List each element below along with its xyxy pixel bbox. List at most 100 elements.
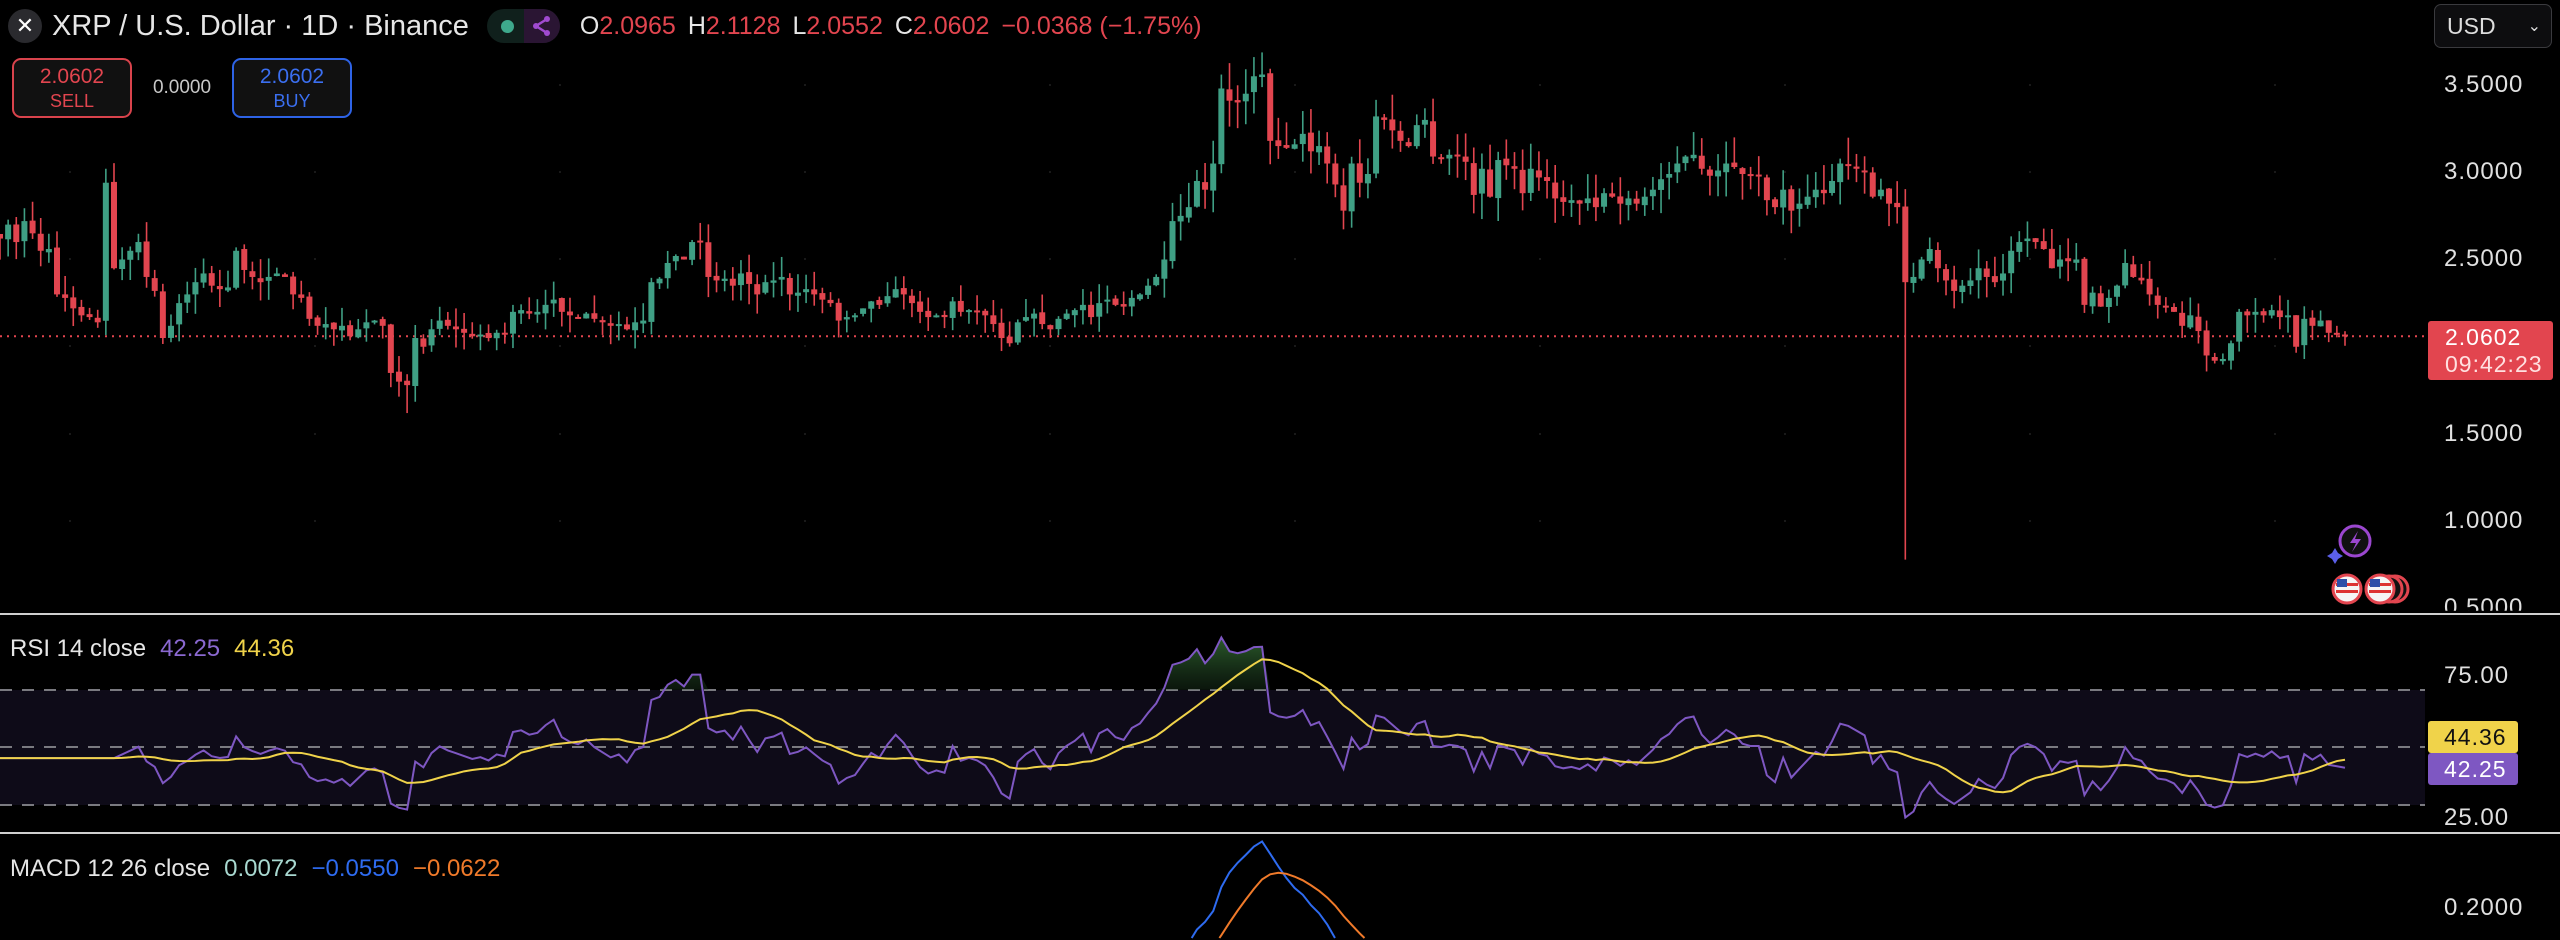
candle-body [1267,73,1274,141]
candle-body [1446,154,1453,159]
candle-body [1136,294,1143,300]
candle-body [1544,177,1551,181]
sell-button[interactable]: 2.0602 SELL [12,58,132,118]
candle [892,276,899,298]
candle [2024,221,2031,257]
candle-body [2138,277,2145,281]
candle [1218,74,1225,174]
candle [347,320,354,341]
candle [363,309,370,342]
candle [1153,274,1160,287]
candle-body [1495,160,1502,199]
candle-body [1503,158,1510,166]
candle-body [2130,264,2137,277]
ohlc-high: H2.1128 [687,11,781,40]
candle [1299,111,1306,162]
candle [2219,353,2226,365]
candle-body [1185,207,1192,218]
candle-body [1340,185,1347,211]
candle-body [363,322,370,329]
candle [452,308,459,348]
candle-body [119,259,126,270]
grid-dot [69,433,71,435]
candle-body [2252,311,2259,315]
candle-body [1161,259,1168,279]
candle [1128,290,1135,317]
candle [2276,295,2283,330]
candle-body [29,220,36,234]
candle-body [1210,163,1217,191]
macd-pane[interactable] [1190,840,1366,939]
candle [2211,352,2218,364]
candle [1454,134,1461,178]
candle [575,314,582,319]
grid-dot [1049,345,1051,347]
grid-dot [1294,84,1296,86]
candle-body [648,282,655,322]
candle-body [1690,154,1697,159]
candle-body [2032,238,2039,243]
market-status-pill[interactable] [486,9,560,43]
close-x-icon[interactable]: ✕ [8,9,42,43]
candle [1259,52,1266,88]
events-icons[interactable] [2325,523,2425,618]
lightning-icon[interactable] [2338,524,2372,558]
candle-body [1226,89,1233,101]
candle [656,277,663,290]
candle [1845,137,1852,180]
grid-dot [1049,171,1051,173]
price-pane[interactable] [0,52,2428,560]
buy-button[interactable]: 2.0602 BUY [232,58,352,118]
macd-label: MACD 12 26 close [10,855,211,882]
candle [1332,153,1339,198]
candle [1666,161,1673,200]
candle [501,322,508,344]
candle-body [290,276,297,295]
candle [1633,190,1640,211]
share-network-icon[interactable] [523,9,560,43]
candle [965,309,972,324]
grid-dot [314,520,316,522]
candle-body [884,296,891,304]
candle [412,325,419,402]
candle-body [1242,93,1249,102]
grid-dot [1049,84,1051,86]
symbol-title[interactable]: XRP / U.S. Dollar · 1D · Binance [52,9,469,42]
rsi-pane[interactable] [0,635,2425,820]
candle [1788,185,1795,234]
candle [1071,308,1078,328]
candle [461,313,468,350]
candle-body [2073,259,2080,263]
candle [705,224,712,298]
candle [1503,139,1510,180]
candle [306,292,313,326]
candle-body [1014,322,1021,343]
candle-body [1943,269,1950,281]
macd-legend[interactable]: MACD 12 26 close 0.0072 −0.0550 −0.0622 [10,855,500,883]
candle [925,297,932,331]
grid-dot [69,171,71,173]
candle-body [1641,196,1648,206]
grid-dot [2274,84,2276,86]
rsi-legend[interactable]: RSI 14 close 42.25 44.36 [10,635,294,663]
candle [241,244,248,284]
candle-body [436,320,443,329]
candle [770,262,777,298]
candle [843,310,850,333]
candle [819,287,826,314]
candle [974,295,981,325]
candle [868,300,875,323]
price-tick: 0.5000 [2444,594,2524,621]
candle-body [1666,173,1673,178]
candle-body [1959,285,1966,293]
candle-body [558,298,565,312]
us-flag-icon[interactable] [2331,573,2410,605]
candle-body [469,333,476,337]
candle-body [2105,297,2112,307]
candle-body [2285,315,2292,318]
candle-body [216,286,223,290]
currency-select[interactable]: USD ⌄ [2434,4,2552,48]
candle [1462,133,1469,181]
candle [664,250,671,289]
